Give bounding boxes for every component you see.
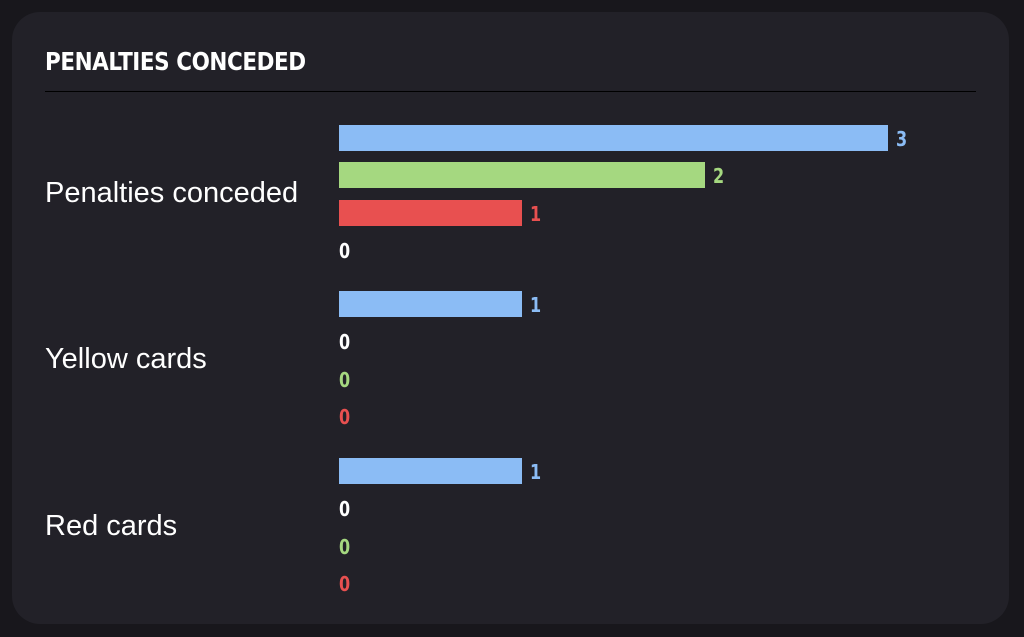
bar-value-label: 2 [713,164,725,189]
bar-value-label: 0 [339,571,351,596]
bar-value-label: 1 [530,460,542,484]
card-title: PENALTIES CONCEDED [45,47,306,76]
bar-value-label: 0 [339,534,351,559]
bar-value-label: 3 [896,127,908,151]
bar-value-label: 0 [339,330,351,355]
category-label: Penalties conceded [45,177,299,210]
bar-value-label: 0 [339,404,351,429]
penalties-card: PENALTIES CONCEDED Penalties conceded 3 2 1… [12,12,1009,624]
bar-value-label: 1 [530,293,542,317]
bar-value-label: 0 [339,238,351,263]
category-label: Yellow cards [45,343,207,376]
bar-blue [339,458,522,484]
bar-value-label: 0 [339,497,351,522]
bar-red [339,199,522,226]
bar-blue [339,125,888,151]
title-divider [45,91,976,92]
bar-value-label: 1 [530,201,542,226]
bar-green [339,162,705,189]
bar-value-label: 0 [339,367,351,392]
category-label: Red cards [45,510,178,543]
bar-blue [339,291,522,317]
